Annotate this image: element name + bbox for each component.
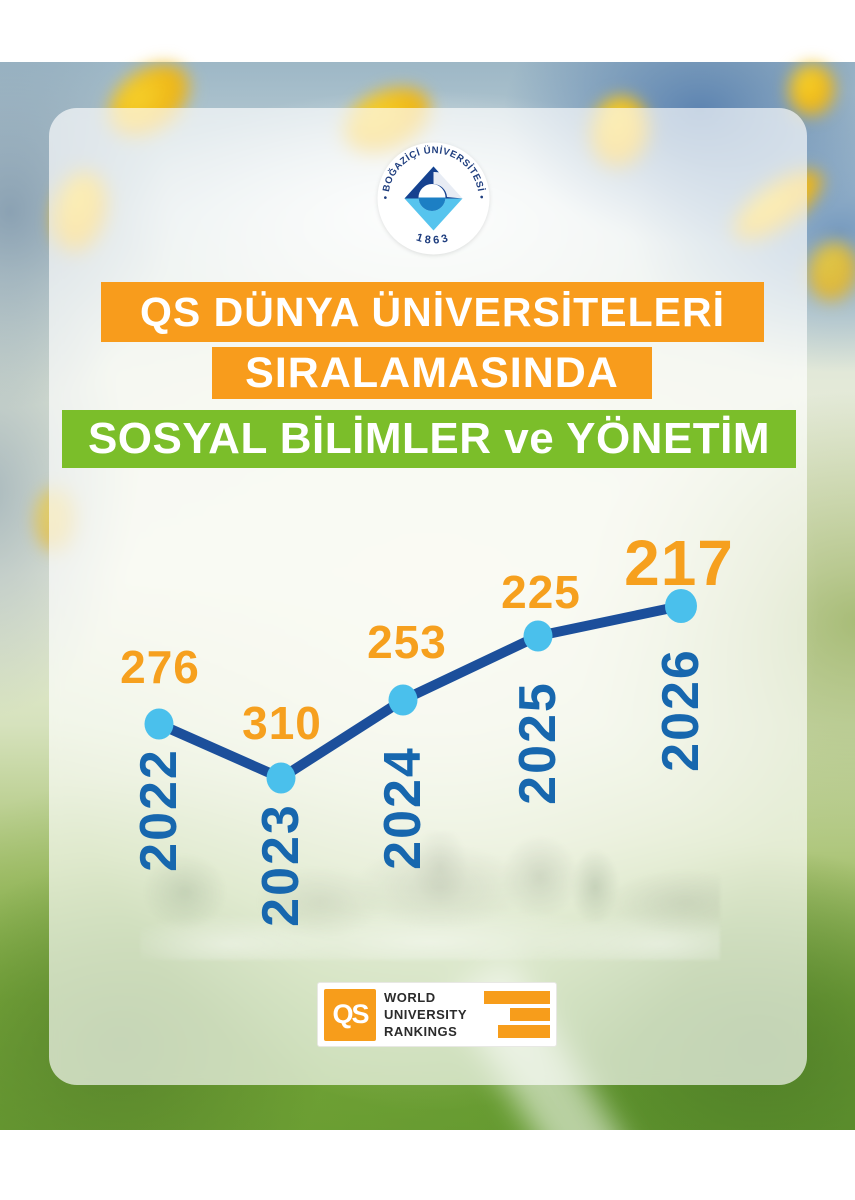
qs-orange-bar [484, 991, 550, 1004]
campus-building-illustration [140, 832, 720, 960]
banner-line1: QS DÜNYA ÜNİVERSİTELERİ [101, 282, 764, 342]
qs-word-world: WORLD [384, 989, 436, 1005]
qs-logo-mark: QS [324, 988, 376, 1041]
year-label-2026: 2026 [652, 648, 710, 772]
qs-row-university: UNIVERSITY [384, 1006, 550, 1022]
qs-word-rankings: RANKINGS [384, 1023, 458, 1039]
year-label-2024: 2024 [374, 746, 432, 870]
year-label-2023: 2023 [252, 803, 310, 927]
qs-orange-bar [510, 1008, 550, 1021]
banner-line2: SIRALAMASINDA [212, 347, 652, 399]
banner-subject-text: SOSYAL BİLİMLER ve YÖNETİM [87, 414, 771, 463]
qs-word-university: UNIVERSITY [384, 1006, 468, 1022]
qs-row-rankings: RANKINGS [384, 1023, 550, 1039]
bogazici-university-seal: • BOĞAZİÇİ ÜNİVERSİTESİ • 1863 [377, 142, 490, 255]
year-label-2025: 2025 [509, 681, 567, 805]
banner-line1-text: QS DÜNYA ÜNİVERSİTELERİ [140, 288, 725, 335]
qs-rankings-logo: QS WORLD UNIVERSITY RANKINGS [317, 982, 557, 1047]
value-label-2023: 310 [242, 697, 322, 749]
seal-diamond-emblem [404, 166, 463, 231]
banner-subject: SOSYAL BİLİMLER ve YÖNETİM [62, 410, 796, 468]
banner-line2-text: SIRALAMASINDA [245, 348, 619, 397]
qs-orange-bar [498, 1025, 550, 1038]
value-label-2022: 276 [120, 641, 200, 693]
value-label-2024: 253 [367, 616, 447, 668]
value-label-2026: 217 [624, 527, 734, 599]
qs-abbr: QS [332, 999, 369, 1029]
qs-logo-wordmark: WORLD UNIVERSITY RANKINGS [384, 989, 550, 1039]
poster-card [49, 108, 807, 1085]
year-label-2022: 2022 [130, 748, 188, 872]
qs-row-world: WORLD [384, 989, 550, 1005]
confetti-blob [789, 64, 835, 116]
value-label-2025: 225 [501, 566, 581, 618]
seal-founded-year: 1863 [415, 232, 452, 247]
